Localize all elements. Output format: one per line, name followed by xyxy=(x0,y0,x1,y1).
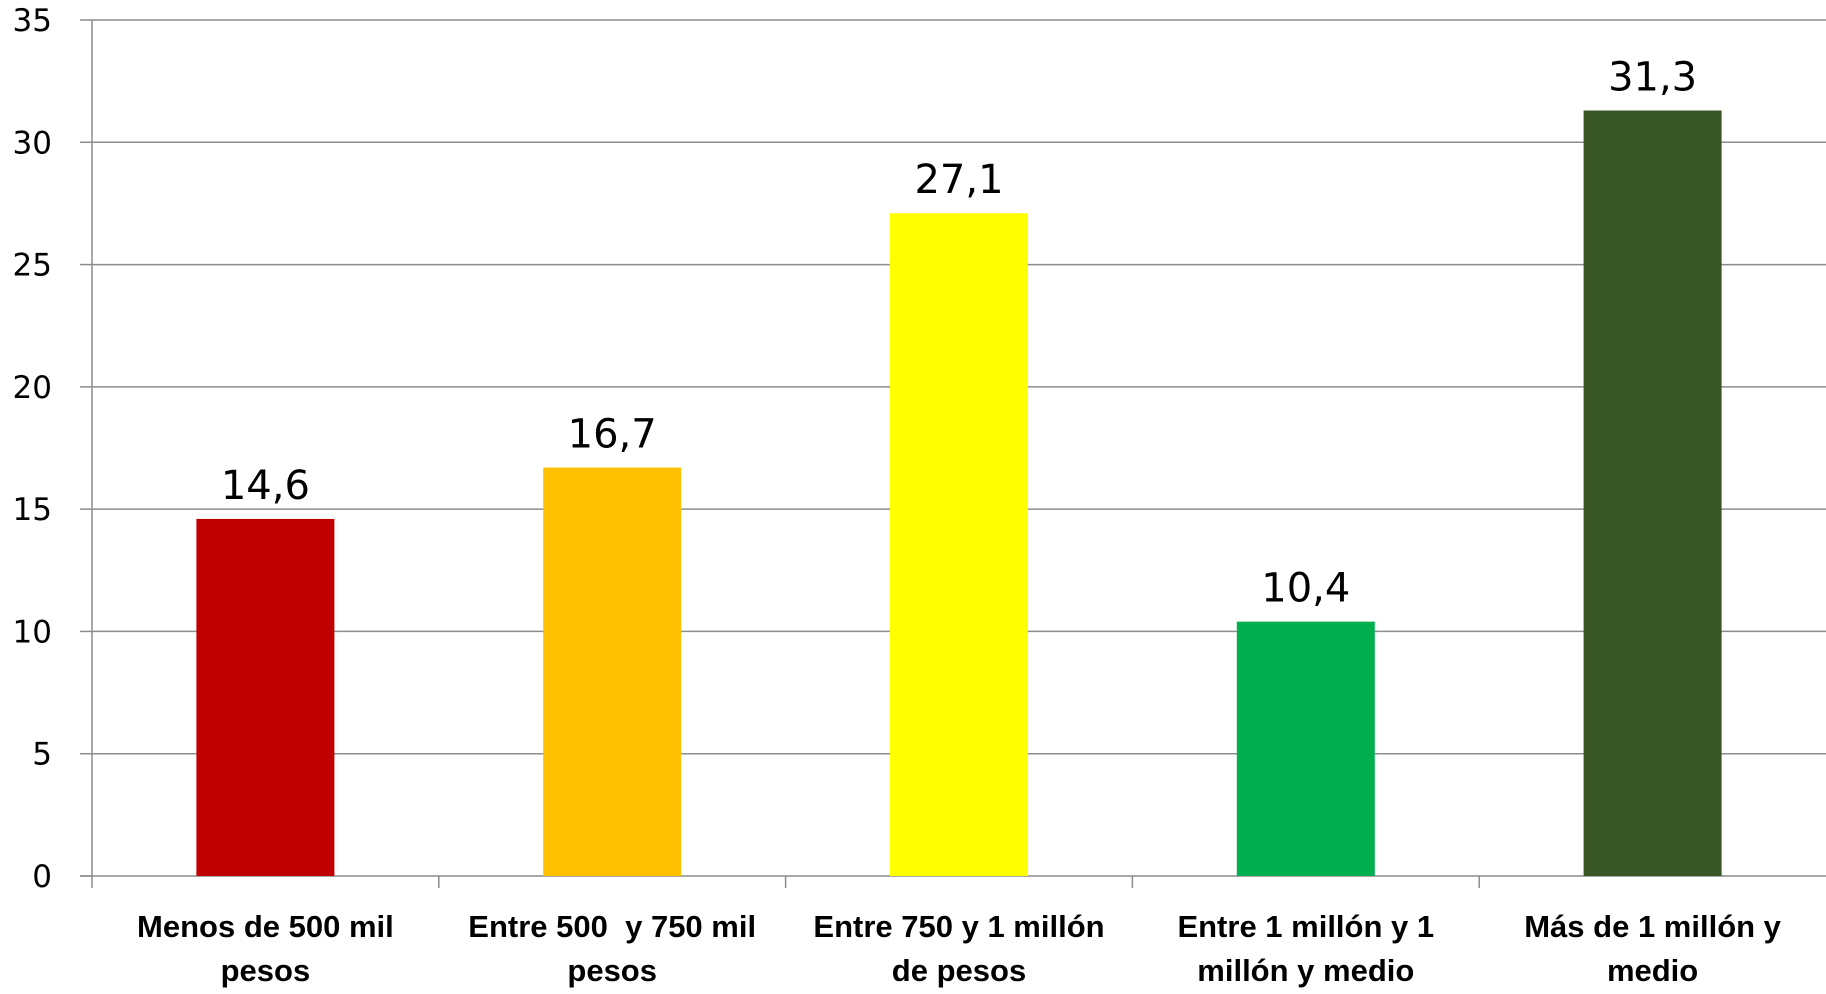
data-label-2: 27,1 xyxy=(914,157,1003,203)
bar-2 xyxy=(890,213,1028,876)
y-tick-label-25: 25 xyxy=(13,248,52,284)
y-axis-ticks: 0 5 10 15 20 25 30 35 xyxy=(13,3,92,895)
category-label-0-line-1: pesos xyxy=(221,953,311,988)
bar-0 xyxy=(196,518,335,876)
category-label-2-line-1: de pesos xyxy=(892,953,1026,988)
category-label-3-line-1: millón y medio xyxy=(1197,953,1414,988)
category-labels: Menos de 500 mil pesos Entre 500 y 750 mil… xyxy=(137,909,1782,988)
y-tick-label-35: 35 xyxy=(13,3,52,39)
category-label-1-line-1: pesos xyxy=(567,953,657,988)
data-label-0: 14,6 xyxy=(221,463,310,509)
data-label-1: 16,7 xyxy=(568,412,657,458)
bar-1 xyxy=(543,467,682,876)
data-labels: 14,6 16,7 27,1 10,4 31,3 xyxy=(221,54,1697,611)
y-tick-label-0: 0 xyxy=(32,859,52,895)
y-tick-label-15: 15 xyxy=(13,492,52,528)
category-label-3-line-0: Entre 1 millón y 1 xyxy=(1177,909,1434,944)
category-label-4-line-1: medio xyxy=(1607,953,1698,988)
category-label-0-line-0: Menos de 500 mil xyxy=(137,909,394,944)
y-tick-label-20: 20 xyxy=(13,370,52,406)
data-label-3: 10,4 xyxy=(1261,566,1350,612)
bar-4 xyxy=(1583,110,1722,876)
y-tick-label-5: 5 xyxy=(32,737,52,773)
y-tick-label-10: 10 xyxy=(13,614,52,650)
category-label-1-line-0: Entre 500 y 750 mil xyxy=(468,909,756,944)
category-label-4-line-0: Más de 1 millón y xyxy=(1524,909,1781,944)
category-label-2-line-0: Entre 750 y 1 millón xyxy=(813,909,1104,944)
bar-3 xyxy=(1236,621,1375,876)
bars xyxy=(196,110,1722,876)
y-tick-label-30: 30 xyxy=(13,125,52,161)
data-label-4: 31,3 xyxy=(1608,54,1697,100)
